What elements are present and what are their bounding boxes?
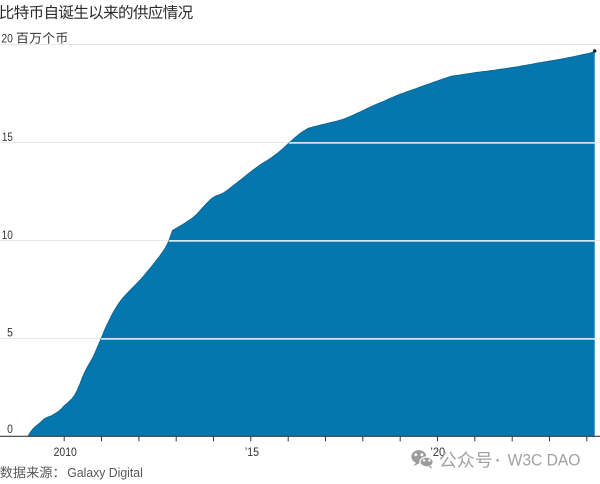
svg-text:’20: ’20 [430, 445, 445, 459]
svg-text:’15: ’15 [245, 445, 259, 459]
svg-text:Galaxy Digital: Galaxy Digital [67, 465, 143, 480]
svg-text:0: 0 [7, 422, 13, 436]
svg-text:20: 20 [1, 32, 13, 46]
svg-text:5: 5 [7, 326, 13, 340]
svg-text:10: 10 [2, 228, 13, 242]
svg-text:W3C DAO: W3C DAO [508, 452, 581, 470]
svg-text:2010: 2010 [54, 445, 77, 459]
svg-text:15: 15 [2, 130, 13, 144]
